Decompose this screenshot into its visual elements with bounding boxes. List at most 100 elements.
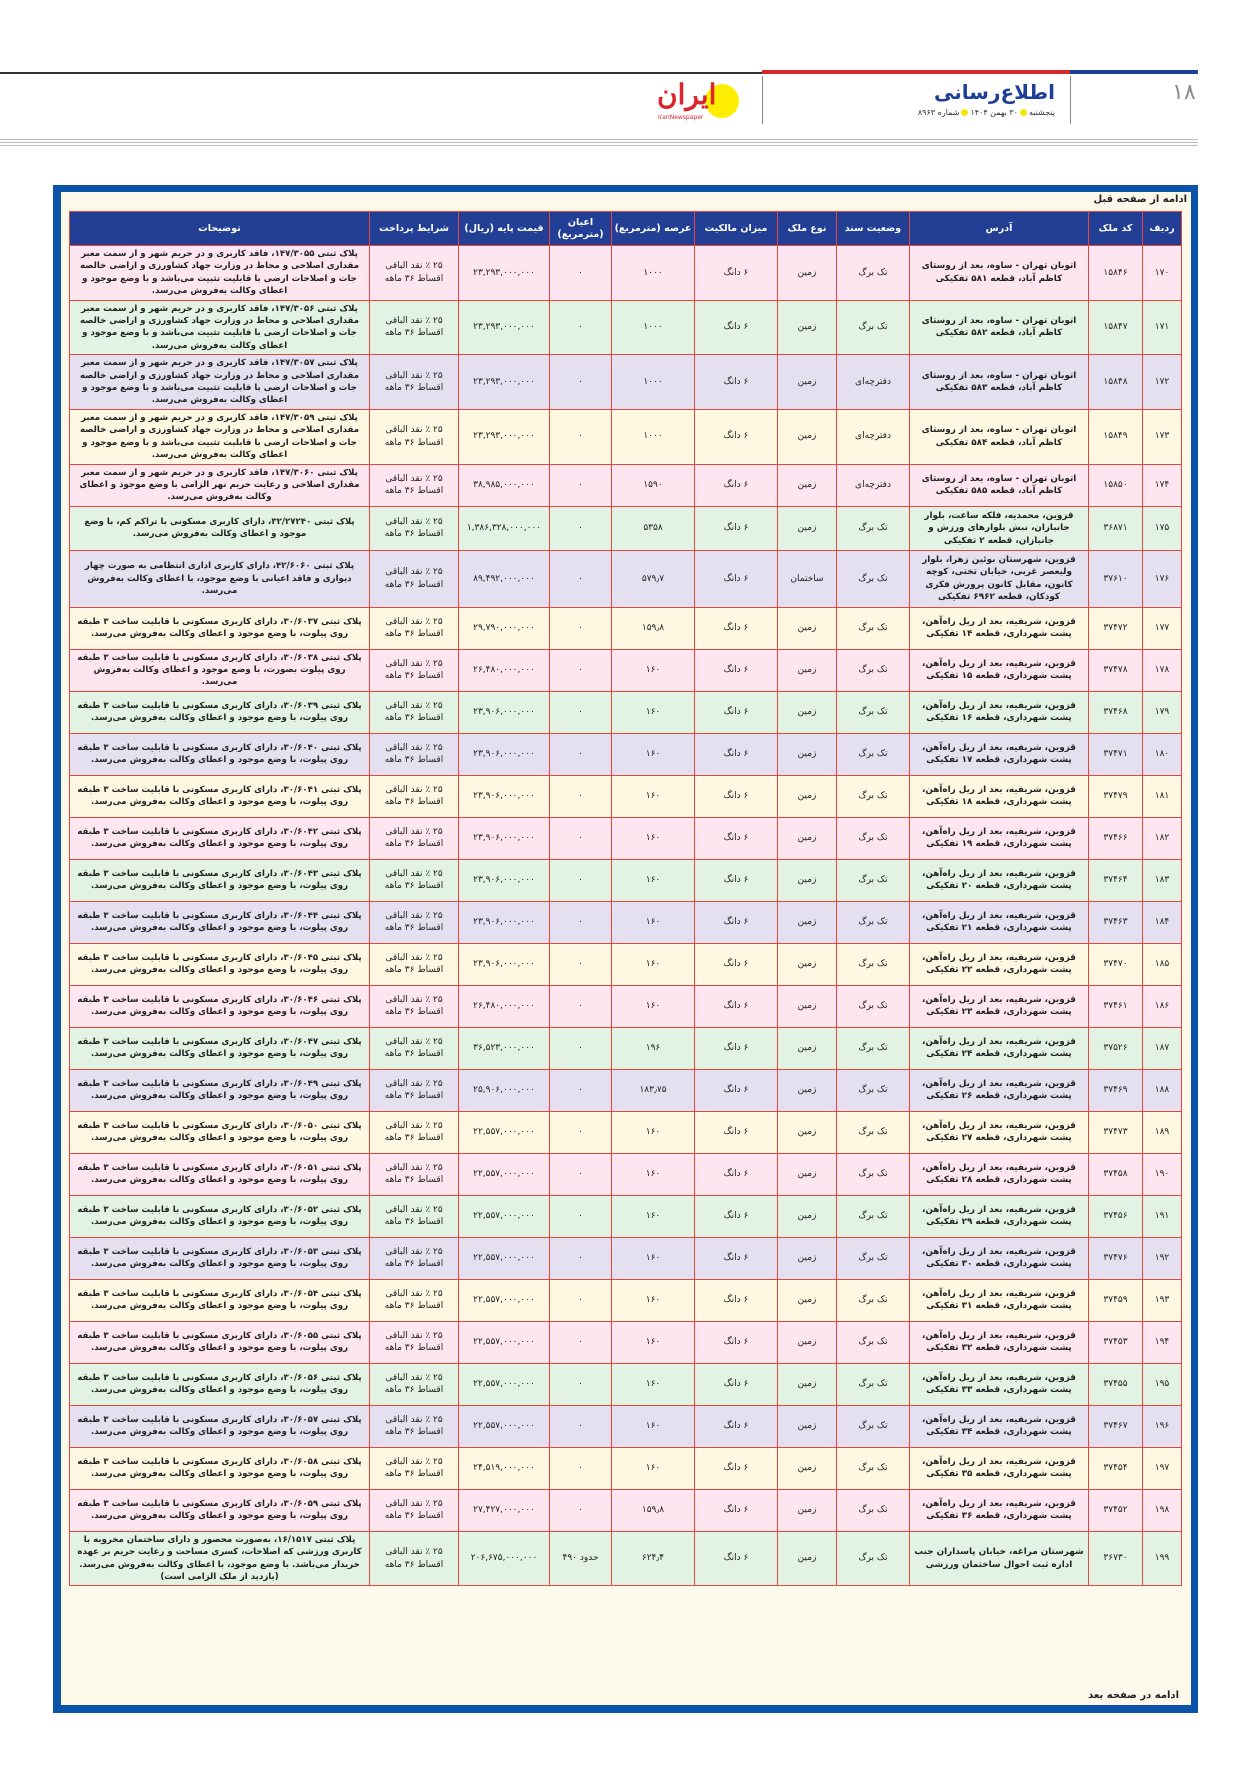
row-number: ۱۸۳: [1142, 858, 1182, 902]
property-code: ۳۷۴۵۶: [1088, 1194, 1143, 1238]
document-status: تک برگ: [836, 1236, 910, 1280]
description: پلاک ثبتی ۳۰/۶۰۵۵، دارای کاربری مسکونی ب…: [69, 1320, 370, 1364]
base-price: ۲۶,۴۸۰,۰۰۰,۰۰۰: [458, 648, 550, 692]
row-number: ۱۸۹: [1142, 1110, 1182, 1154]
land-area: ۱۶۰: [611, 690, 695, 734]
base-price: ۲۰۶,۶۷۵,۰۰۰,۰۰۰: [458, 1530, 550, 1587]
property-type: زمین: [777, 900, 837, 944]
table-row: ۱۸۰ ۳۷۴۷۱ قزوین، شریفیه، بعد از ریل راه‌آه…: [69, 732, 1182, 776]
ownership-share: ۶ دانگ: [694, 408, 778, 465]
column-header: اعیان (مترمربع): [549, 211, 612, 246]
document-status: تک برگ: [836, 732, 910, 776]
description: پلاک ثبتی ۱۴۷/۳۰۶۰، فاقد کاربری و در حری…: [69, 463, 370, 507]
property-code: ۳۷۴۵۳: [1088, 1320, 1143, 1364]
payment-terms: ۲۵ ٪ نقد الباقی اقساط ۳۶ ماهه: [369, 900, 459, 944]
ownership-share: ۶ دانگ: [694, 245, 778, 301]
divider: [762, 76, 763, 124]
table-row: ۱۷۶ ۳۷۶۱۰ قزوین، شهرستان بوئین زهرا، بلوار…: [69, 549, 1182, 608]
document-status: تک برگ: [836, 1488, 910, 1532]
column-header: وضعیت سند: [836, 211, 910, 246]
land-area: ۱۶۰: [611, 984, 695, 1028]
table-row: ۱۷۹ ۳۷۴۶۸ قزوین، شریفیه، بعد از ریل راه‌آه…: [69, 690, 1182, 734]
base-price: ۲۳,۹۰۶,۰۰۰,۰۰۰: [458, 900, 550, 944]
table-row: ۱۷۲ ۱۵۸۴۸ اتوبان تهران - ساوه، بعد از روست…: [69, 354, 1182, 410]
property-code: ۳۷۴۶۶: [1088, 816, 1143, 860]
land-area: ۱۶۰: [611, 1194, 695, 1238]
description: پلاک ثبتی ۳۰/۶۰۴۶، دارای کاربری مسکونی ب…: [69, 984, 370, 1028]
property-code: ۳۷۶۱۰: [1088, 549, 1143, 608]
payment-terms: ۲۵ ٪ نقد الباقی اقساط ۳۶ ماهه: [369, 648, 459, 692]
address: قزوین، شریفیه، بعد از ریل راه‌آهن، پشت ش…: [909, 1278, 1089, 1322]
table-body: ۱۷۰ ۱۵۸۴۶ اتوبان تهران - ساوه، بعد از روست…: [69, 245, 1182, 1587]
ownership-share: ۶ دانگ: [694, 1194, 778, 1238]
description: پلاک ثبتی ۳۰/۶۰۵۱، دارای کاربری مسکونی ب…: [69, 1152, 370, 1196]
property-code: ۱۵۸۵۰: [1088, 463, 1143, 507]
building-area: ۰: [549, 984, 612, 1028]
document-status: تک برگ: [836, 816, 910, 860]
row-number: ۱۷۳: [1142, 408, 1182, 465]
property-code: ۳۷۴۷۹: [1088, 774, 1143, 818]
building-area: ۰: [549, 549, 612, 608]
base-price: ۲۲,۵۵۷,۰۰۰,۰۰۰: [458, 1236, 550, 1280]
base-price: ۸۹,۴۹۲,۰۰۰,۰۰۰: [458, 549, 550, 608]
property-code: ۳۷۴۷۶: [1088, 1236, 1143, 1280]
table-row: ۱۸۱ ۳۷۴۷۹ قزوین، شریفیه، بعد از ریل راه‌آه…: [69, 774, 1182, 818]
land-area: ۱۶۰: [611, 816, 695, 860]
ownership-share: ۶ دانگ: [694, 1488, 778, 1532]
payment-terms: ۲۵ ٪ نقد الباقی اقساط ۳۶ ماهه: [369, 1404, 459, 1448]
land-area: ۱۶۰: [611, 942, 695, 986]
logo-subtext: IranNewspaper: [658, 114, 704, 121]
row-number: ۱۹۵: [1142, 1362, 1182, 1406]
description: پلاک ثبتی ۳۰/۶۰۴۰، دارای کاربری مسکونی ب…: [69, 732, 370, 776]
issue-line: پنجشنبه ۳۰ بهمن ۱۴۰۴ شماره ۸۹۶۳: [918, 108, 1055, 117]
property-type: زمین: [777, 1320, 837, 1364]
row-number: ۱۹۴: [1142, 1320, 1182, 1364]
table-row: ۱۸۸ ۳۷۴۶۹ قزوین، شریفیه، بعد از ریل راه‌آه…: [69, 1068, 1182, 1112]
document-status: تک برگ: [836, 1152, 910, 1196]
document-status: تک برگ: [836, 1110, 910, 1154]
ownership-share: ۶ دانگ: [694, 354, 778, 410]
land-area: ۱۵۹٫۸: [611, 1488, 695, 1532]
building-area: ۰: [549, 1488, 612, 1532]
column-header: نوع ملک: [777, 211, 837, 246]
building-area: ۰: [549, 1194, 612, 1238]
address: قزوین، شریفیه، بعد از ریل راه‌آهن، پشت ش…: [909, 942, 1089, 986]
payment-terms: ۲۵ ٪ نقد الباقی اقساط ۳۶ ماهه: [369, 1320, 459, 1364]
document-status: تک برگ: [836, 942, 910, 986]
property-code: ۱۵۸۴۸: [1088, 354, 1143, 410]
table-row: ۱۷۳ ۱۵۸۴۹ اتوبان تهران - ساوه، بعد از روست…: [69, 408, 1182, 465]
base-price: ۲۲,۵۵۷,۰۰۰,۰۰۰: [458, 1194, 550, 1238]
table-row: ۱۹۶ ۳۷۴۶۷ قزوین، شریفیه، بعد از ریل راه‌آه…: [69, 1404, 1182, 1448]
property-code: ۳۷۴۶۴: [1088, 858, 1143, 902]
payment-terms: ۲۵ ٪ نقد الباقی اقساط ۳۶ ماهه: [369, 505, 459, 551]
address: قزوین، محمدیه، فلکه ساعت، بلوار جانبازان…: [909, 505, 1089, 551]
property-type: زمین: [777, 816, 837, 860]
table-row: ۱۸۹ ۳۷۴۷۳ قزوین، شریفیه، بعد از ریل راه‌آه…: [69, 1110, 1182, 1154]
building-area: ۰: [549, 354, 612, 410]
land-area: ۱۶۰: [611, 1362, 695, 1406]
property-code: ۳۷۴۵۲: [1088, 1488, 1143, 1532]
address: قزوین، شریفیه، بعد از ریل راه‌آهن، پشت ش…: [909, 1068, 1089, 1112]
property-type: زمین: [777, 1236, 837, 1280]
property-type: زمین: [777, 1278, 837, 1322]
payment-terms: ۲۵ ٪ نقد الباقی اقساط ۳۶ ماهه: [369, 408, 459, 465]
address: قزوین، شریفیه، بعد از ریل راه‌آهن، پشت ش…: [909, 984, 1089, 1028]
address: شهرستان مراغه، خیابان پاسداران جنب اداره…: [909, 1530, 1089, 1587]
document-status: تک برگ: [836, 245, 910, 301]
property-table: ردیف کد ملک آدرس وضعیت سند نوع ملک میزان مالک…: [69, 211, 1182, 1587]
land-area: ۱۶۰: [611, 1236, 695, 1280]
date: ۳۰ بهمن ۱۴۰۴: [970, 108, 1018, 117]
payment-terms: ۲۵ ٪ نقد الباقی اقساط ۳۶ ماهه: [369, 245, 459, 301]
base-price: ۳۶,۵۲۳,۰۰۰,۰۰۰: [458, 1026, 550, 1070]
ownership-share: ۶ دانگ: [694, 549, 778, 608]
row-number: ۱۹۰: [1142, 1152, 1182, 1196]
property-code: ۳۷۴۶۸: [1088, 690, 1143, 734]
address: قزوین، شریفیه، بعد از ریل راه‌آهن، پشت ش…: [909, 1194, 1089, 1238]
document-status: دفترچه‌ای: [836, 354, 910, 410]
column-header: آدرس: [909, 211, 1089, 246]
column-header: کد ملک: [1088, 211, 1143, 246]
ownership-share: ۶ دانگ: [694, 1446, 778, 1490]
document-status: تک برگ: [836, 1446, 910, 1490]
logo-sun-icon: [705, 84, 739, 118]
table-row: ۱۸۳ ۳۷۴۶۴ قزوین، شریفیه، بعد از ریل راه‌آه…: [69, 858, 1182, 902]
